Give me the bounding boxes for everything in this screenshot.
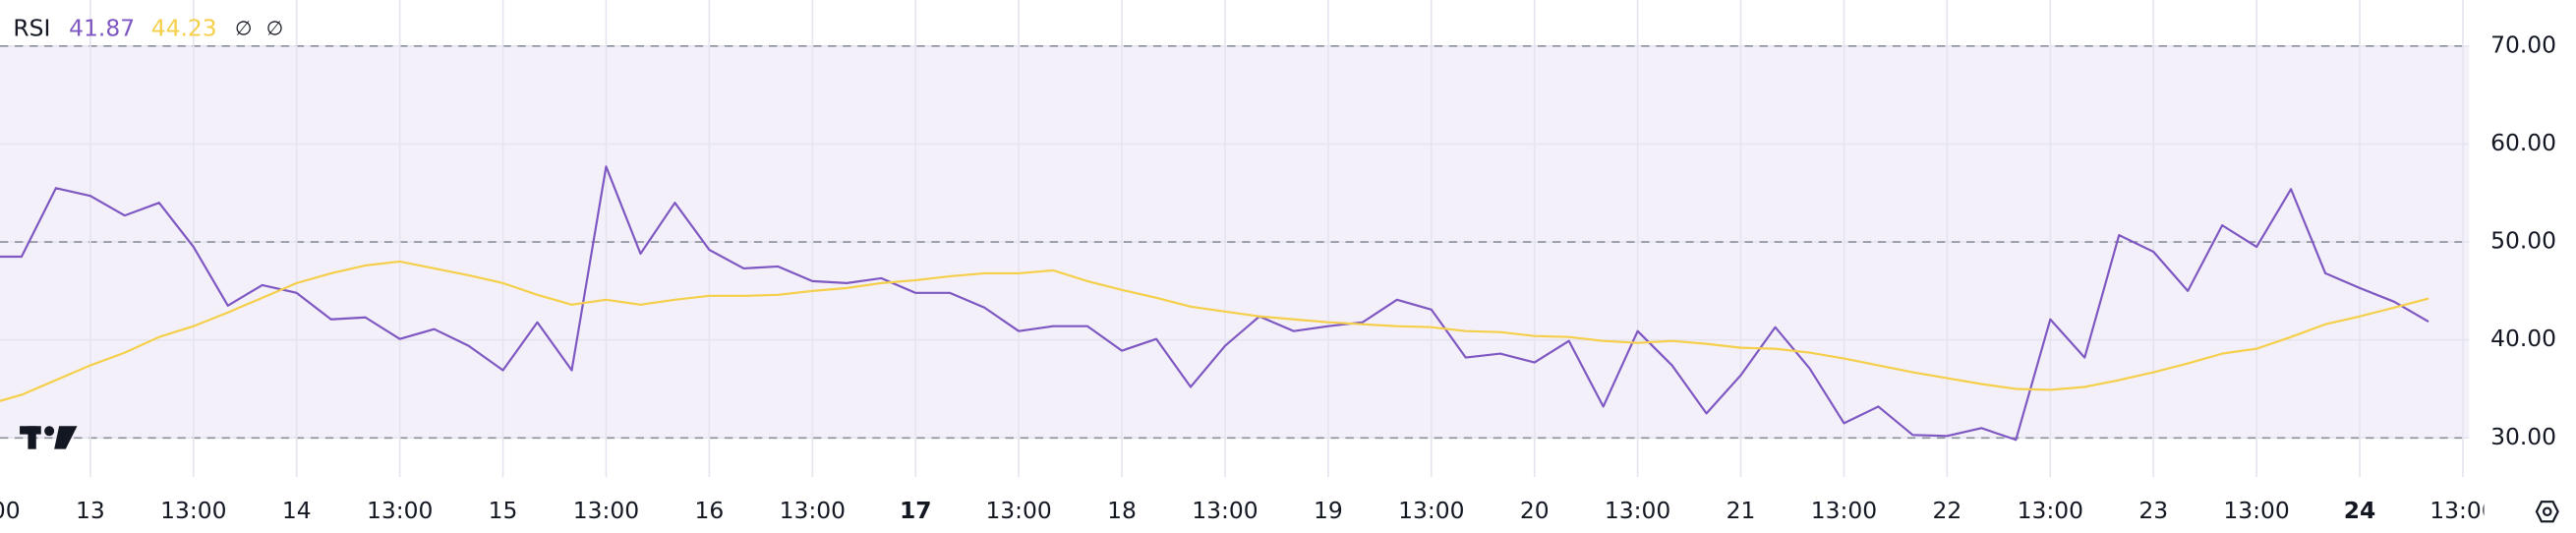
ma-value: 44.23 — [151, 15, 217, 42]
y-tick-label: 30.00 — [2490, 423, 2556, 450]
y-tick-label: 40.00 — [2490, 325, 2556, 352]
x-tick-label: 13:00 — [367, 497, 433, 524]
x-tick-label: 15 — [489, 497, 518, 524]
x-tick-label: 13:00 — [2018, 497, 2083, 524]
x-tick-label: 17 — [900, 497, 932, 524]
x-tick-label: 13:00 — [573, 497, 639, 524]
x-tick-label: 24 — [2344, 497, 2376, 524]
symbol: ∅ — [235, 17, 252, 40]
x-tick-label: 13:00 — [1398, 497, 1464, 524]
x-tick-label: 19 — [1314, 497, 1343, 524]
series-line — [0, 260, 2430, 402]
x-tick-label: 18 — [1107, 497, 1137, 524]
plot-area — [0, 165, 2430, 442]
indicator-title: RSI — [13, 15, 50, 42]
x-tick-label: 13:00 — [2430, 497, 2495, 524]
x-tick-label: 14 — [282, 497, 312, 524]
x-axis: 13:00 13 13:00 14 13:00 15 13:00 16 13:00 17 13:00… — [0, 497, 2495, 524]
x-tick-label: 13:00 — [0, 497, 21, 524]
x-tick-label: 13:00 — [1192, 497, 1258, 524]
x-tick-label: 13 — [76, 497, 105, 524]
grid — [0, 0, 2470, 478]
y-tick-label: 50.00 — [2490, 227, 2556, 255]
x-tick-label: 13:00 — [985, 497, 1051, 524]
x-tick-label: 13:00 — [1811, 497, 1877, 524]
settings-icon[interactable] — [2535, 501, 2559, 523]
legend: RSI 41.87 44.23 ∅ ∅ — [13, 15, 283, 42]
x-tick-label: 13:00 — [160, 497, 226, 524]
x-tick-label: 23 — [2138, 497, 2168, 524]
logo — [20, 426, 78, 449]
y-tick-label: 70.00 — [2490, 30, 2556, 58]
rsi-value: 41.87 — [69, 15, 135, 42]
symbol: ∅ — [266, 17, 283, 40]
x-tick-label: 16 — [695, 497, 725, 524]
x-tick-label: 13:00 — [1605, 497, 1670, 524]
x-tick-label: 13:00 — [2223, 497, 2289, 524]
series-line — [0, 165, 2430, 442]
x-tick-label: 21 — [1727, 497, 1756, 524]
y-axis: 30.00 40.00 50.00 60.00 70.00 — [2490, 30, 2556, 449]
y-tick-label: 60.00 — [2490, 129, 2556, 156]
x-tick-label: 20 — [1520, 497, 1550, 524]
x-tick-label: 13:00 — [780, 497, 846, 524]
x-tick-label: 22 — [1933, 497, 1962, 524]
